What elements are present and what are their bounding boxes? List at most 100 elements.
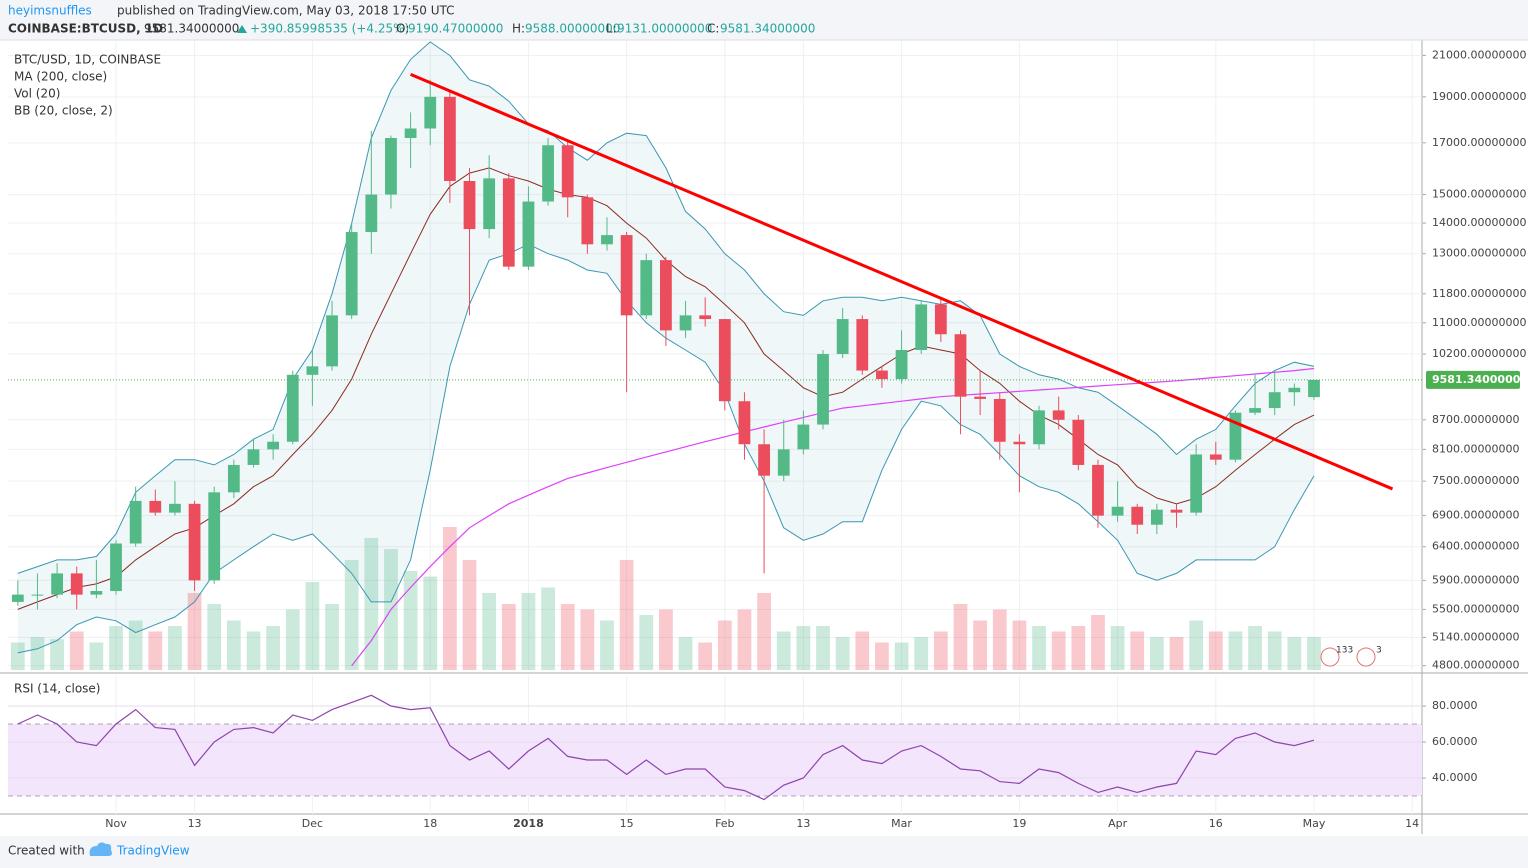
published: published on TradingView.com, May 03, 20… (117, 4, 454, 18)
candle-body (561, 145, 574, 198)
legend-item: Vol (20) (14, 87, 60, 101)
y-tick-label: 5140.00000000 (1432, 630, 1519, 643)
event-count: 133 (1336, 646, 1353, 656)
ma200-line (351, 367, 1315, 667)
footer-text: Created with (8, 844, 85, 858)
y-tick-label: 11800.00000000 (1432, 287, 1526, 300)
last-price-label: 9581.34000000 (1432, 373, 1528, 386)
y-tick-label: 5900.00000000 (1432, 573, 1519, 586)
volume-bar (1169, 637, 1184, 670)
volume-bar (443, 527, 457, 670)
candle-body (326, 315, 338, 367)
volume-bar (1110, 626, 1125, 670)
candle-body (208, 492, 221, 581)
volume-bar (266, 626, 280, 670)
candle-body (365, 194, 378, 233)
event-badge[interactable] (1356, 647, 1376, 667)
volume-bar (246, 631, 261, 670)
candle-body (1013, 441, 1026, 445)
y-tick-label: 7500.00000000 (1432, 474, 1519, 487)
candle-body (90, 591, 103, 595)
ohlc-value: 9190.47000000 (408, 22, 503, 36)
y-tick-label: 17000.00000000 (1432, 136, 1526, 149)
volume-bar (364, 538, 379, 670)
x-tick-label: 13 (796, 817, 810, 830)
candle-body (70, 573, 83, 595)
last-price-box (1426, 370, 1520, 389)
volume-bar (698, 642, 713, 670)
volume-bar (580, 609, 595, 670)
candle-body (31, 594, 44, 596)
candle-body (1268, 392, 1281, 409)
volume-bar (953, 604, 968, 670)
y-tick-label: 8100.00000000 (1432, 442, 1519, 455)
candle-body (1170, 509, 1183, 513)
x-tick-label: 16 (1209, 817, 1223, 830)
volume-bar (776, 631, 791, 670)
brand[interactable]: TradingView (116, 844, 190, 858)
volume-bar (659, 609, 673, 670)
x-tick-label: 15 (620, 817, 634, 830)
rsi-line (17, 694, 1315, 801)
volume-bar (1130, 631, 1145, 670)
price: 9581.34000000 (144, 22, 239, 36)
x-tick-label: Mar (891, 817, 912, 830)
volume-bar (207, 604, 222, 670)
event-badge[interactable] (1320, 647, 1340, 667)
candle-body (169, 503, 181, 513)
rsi-title: RSI (14, close) (14, 682, 100, 696)
up-arrow (237, 25, 247, 33)
x-tick-label: Dec (302, 817, 323, 830)
candle-body (738, 401, 751, 445)
candle-body (1190, 454, 1203, 513)
candle-body (443, 96, 456, 182)
rsi-band (8, 724, 1422, 797)
candle-body (718, 319, 731, 402)
candle-body (934, 304, 947, 335)
candle-body (483, 178, 496, 230)
candle-body (542, 145, 554, 202)
candle-body (11, 594, 24, 602)
volume-bar (285, 609, 300, 670)
candle-body (385, 137, 397, 195)
volume-bar (835, 637, 850, 670)
volume-bar (1307, 637, 1321, 670)
change: +390.85998535 (+4.25%) (250, 22, 409, 36)
volume-bar (482, 593, 497, 670)
volume-bar (1208, 631, 1223, 670)
y-tick-label: 6400.00000000 (1432, 540, 1519, 553)
ohlc-value: 9581.34000000 (720, 22, 815, 36)
volume-bar (1032, 626, 1046, 670)
y-tick-label: 15000.00000000 (1432, 188, 1526, 201)
footer-bar (0, 836, 1528, 868)
volume-bar (89, 642, 104, 670)
candle-body (777, 449, 790, 476)
volume-bar (816, 626, 830, 670)
y-tick-label: 5500.00000000 (1432, 602, 1519, 615)
candle-body (974, 396, 987, 399)
legend-item: BB (20, close, 2) (14, 104, 113, 118)
candle-body (1209, 454, 1222, 460)
y-tick-label: 13000.00000000 (1432, 247, 1526, 260)
author[interactable]: heyimsnuffles (8, 4, 92, 18)
candle-body (660, 260, 672, 331)
y-tick-label: 11000.00000000 (1432, 316, 1526, 329)
x-tick-label: 2018 (513, 817, 544, 830)
volume-bar (50, 639, 64, 670)
candle-body (954, 334, 967, 397)
volume-bar (1189, 620, 1204, 670)
volume-bar (10, 642, 25, 670)
y-tick-label: 19000.00000000 (1432, 90, 1526, 103)
candle-body (1052, 410, 1065, 420)
volume-bar (501, 604, 516, 670)
volume-bar (521, 593, 536, 670)
candle-body (856, 319, 869, 371)
y-tick-label: 8700.00000000 (1432, 413, 1519, 426)
volume-bar (325, 604, 339, 670)
candle-body (1249, 408, 1261, 413)
candle-body (1111, 506, 1124, 516)
event-count: 3 (1376, 646, 1382, 656)
bb-fill (17, 41, 1314, 653)
ohlc-label: C: (707, 22, 719, 36)
volume-bar (894, 642, 909, 670)
